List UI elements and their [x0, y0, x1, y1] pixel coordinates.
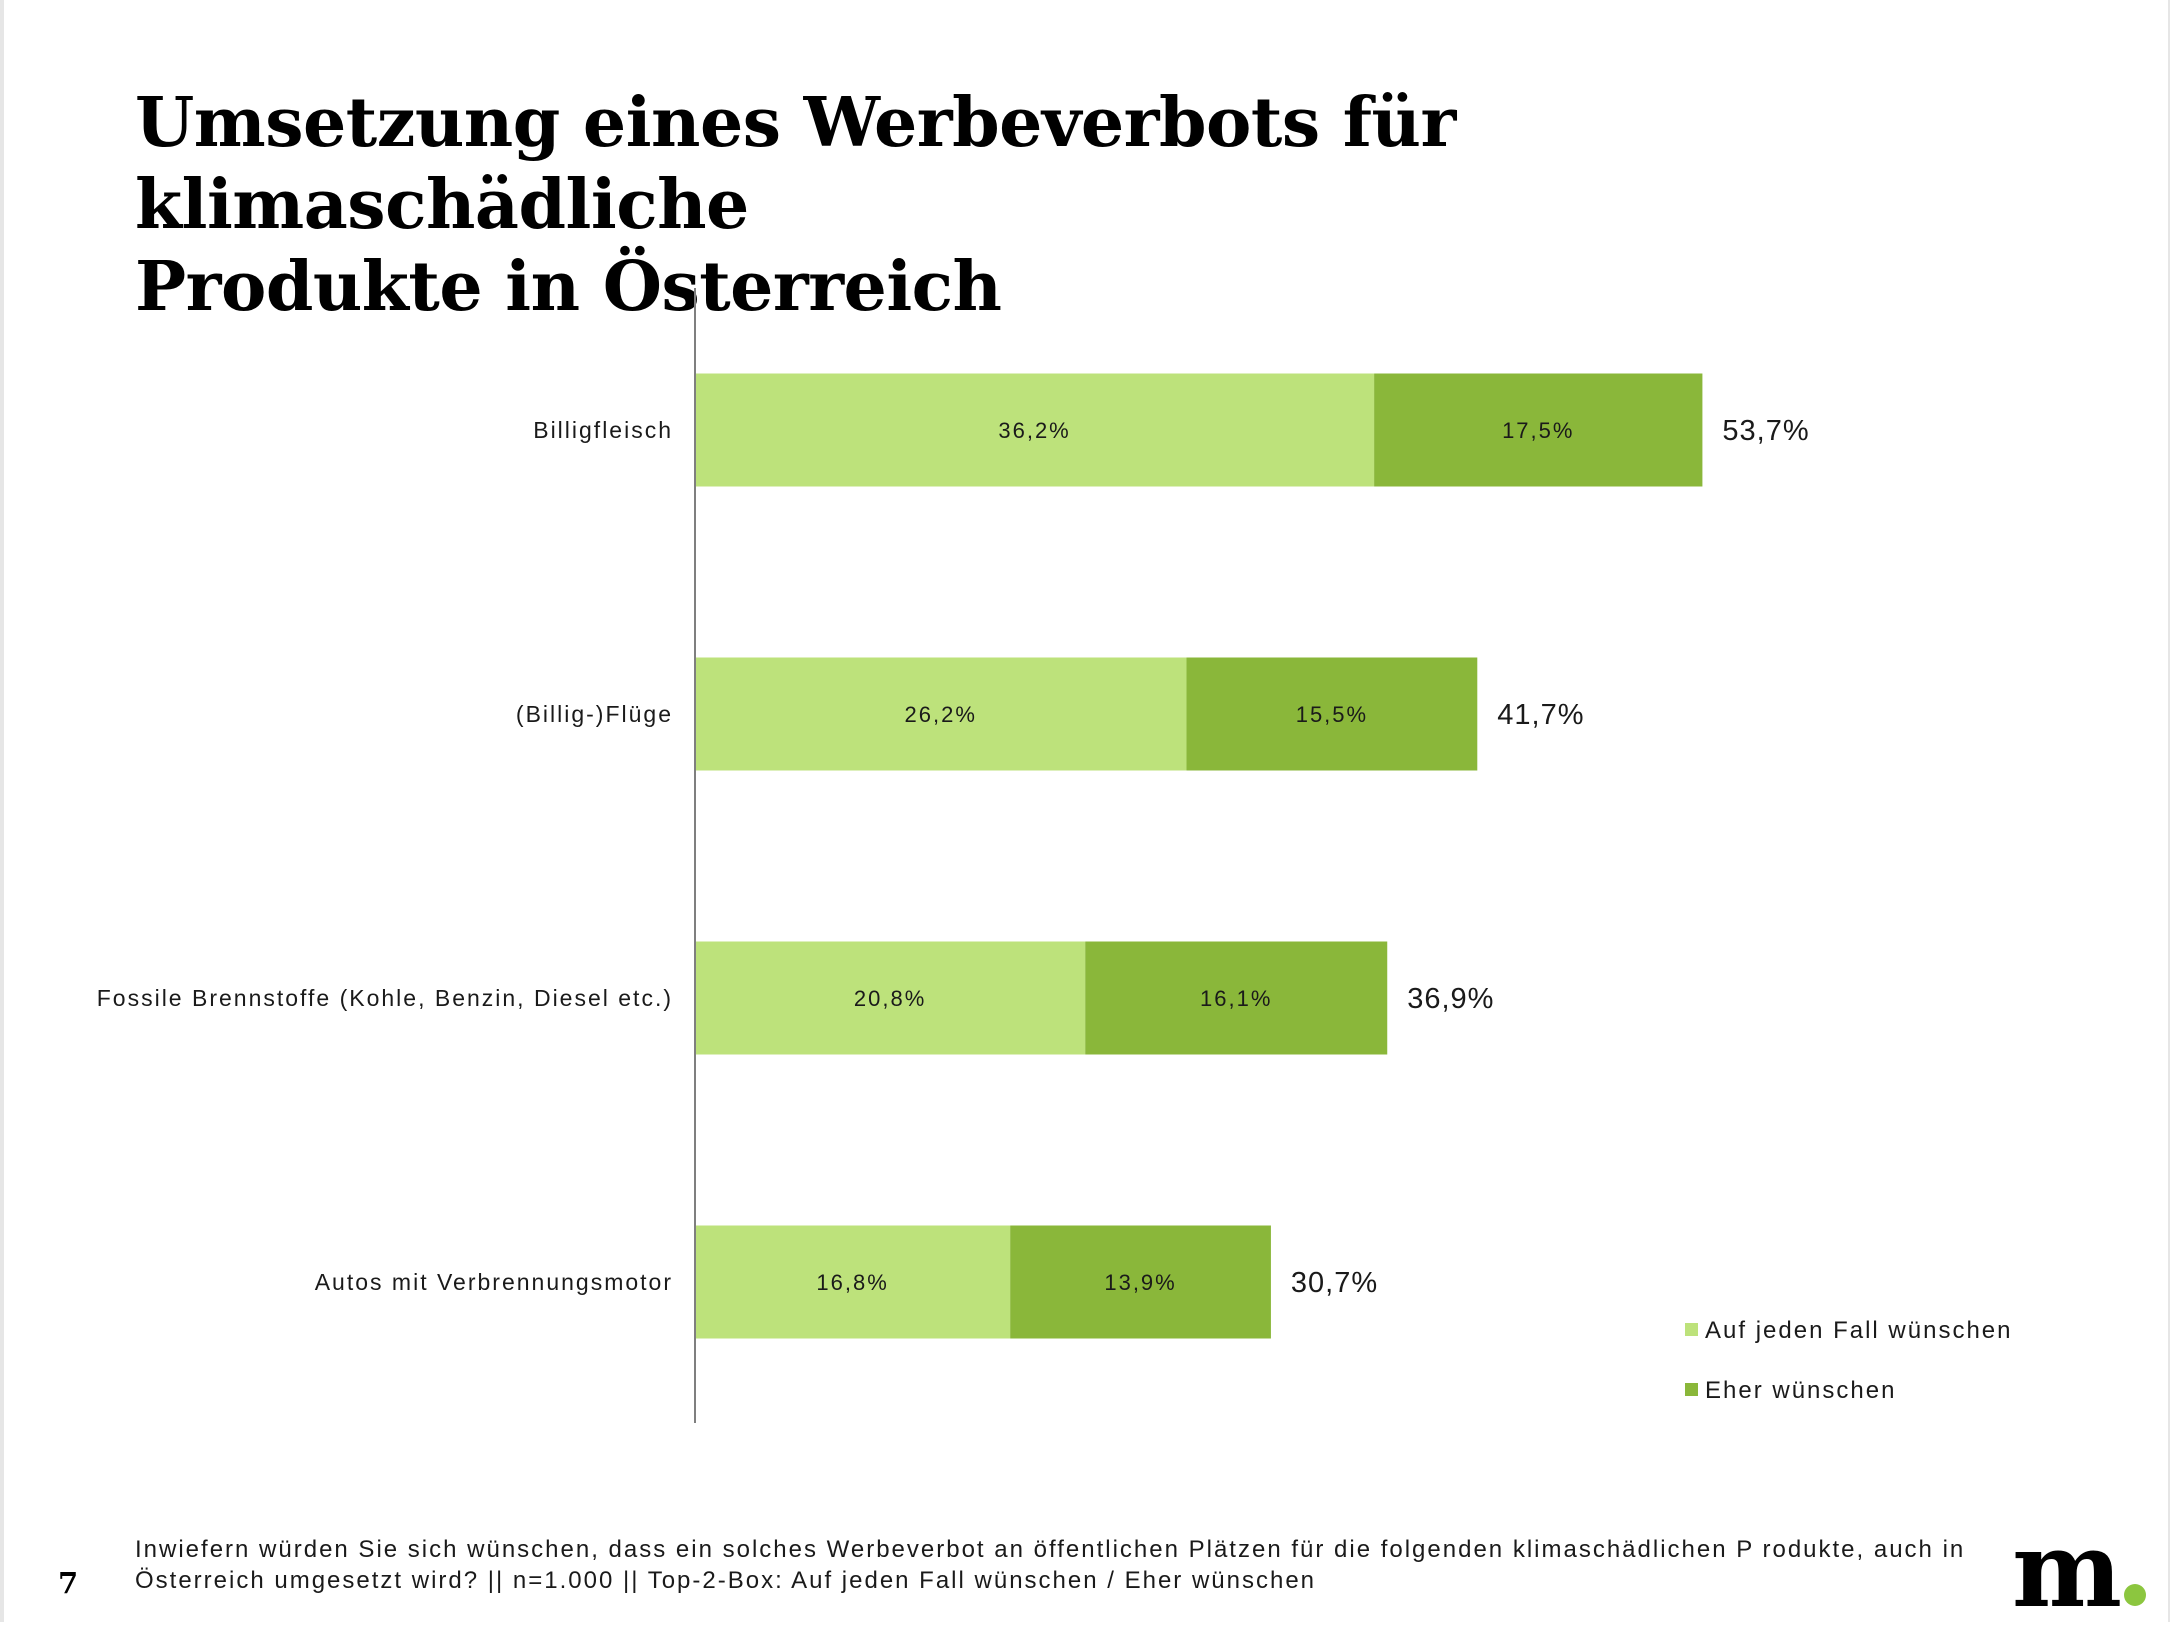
total-label-fossile-brennstoffe-kohle-benzin-diesel-etc: 36,9% [1407, 983, 1494, 1015]
logo-letter: m [2012, 1508, 2122, 1631]
question-footnote: Inwiefern würden Sie sich wünschen, dass… [135, 1534, 1966, 1596]
legend-label-eher-w-nschen: Eher wünschen [1705, 1377, 1896, 1404]
data-label-fossile-brennstoffe-kohle-benzin-diesel-etc-eher-w-nschen: 16,1% [1200, 986, 1272, 1011]
bar-autos-mit-verbrennungsmotor-auf-jeden-fall-w-nschen [695, 1225, 1011, 1339]
data-label-billig-fl-ge-eher-w-nschen: 15,5% [1296, 702, 1368, 727]
bar-fossile-brennstoffe-kohle-benzin-diesel-etc-auf-jeden-fall-w-nschen [695, 941, 1086, 1055]
title-line-1: Umsetzung eines Werbeverbots für klimasc… [135, 83, 1456, 245]
bar-billigfleisch-eher-w-nschen [1374, 373, 1703, 487]
chart-legend: Auf jeden Fall wünschen Eher wünschen [1685, 1317, 2013, 1404]
bars-layer [695, 373, 1703, 1339]
page-title: Umsetzung eines Werbeverbots für klimasc… [135, 82, 2035, 328]
total-label-billig-fl-ge: 41,7% [1497, 699, 1584, 731]
bar-billig-fl-ge-eher-w-nschen [1186, 657, 1478, 771]
labels-layer: Billigfleisch 36,2% 17,5% 53,7% (Billig-)Flü… [97, 415, 1809, 1299]
data-label-billigfleisch-eher-w-nschen: 17,5% [1502, 418, 1574, 443]
legend-swatch-eher-w-nschen [1685, 1383, 1698, 1396]
legend-label-auf-jeden-fall-w-nschen: Auf jeden Fall wünschen [1705, 1317, 2013, 1344]
footnote-line-2: Österreich umgesetzt wird? || n=1.000 ||… [135, 1567, 1317, 1594]
title-line-2: Produkte in Österreich [135, 247, 1002, 327]
data-label-billigfleisch-auf-jeden-fall-w-nschen: 36,2% [998, 418, 1070, 443]
data-label-fossile-brennstoffe-kohle-benzin-diesel-etc-auf-jeden-fall-w-nschen: 20,8% [854, 986, 926, 1011]
page-number: 7 [58, 1566, 79, 1600]
bar-billig-fl-ge-auf-jeden-fall-w-nschen [695, 657, 1187, 771]
data-label-billig-fl-ge-auf-jeden-fall-w-nschen: 26,2% [905, 702, 977, 727]
legend-swatch-auf-jeden-fall-w-nschen [1685, 1323, 1698, 1336]
bar-autos-mit-verbrennungsmotor-eher-w-nschen [1010, 1225, 1271, 1339]
slide-right-border [2168, 0, 2170, 1622]
footnote-line-1: Inwiefern würden Sie sich wünschen, dass… [135, 1536, 1966, 1563]
total-label-billigfleisch: 53,7% [1722, 415, 1809, 447]
total-label-autos-mit-verbrennungsmotor: 30,7% [1291, 1267, 1378, 1299]
slide-left-border [0, 0, 4, 1622]
category-label-billig-fl-ge: (Billig-)Flüge [516, 701, 673, 727]
category-label-billigfleisch: Billigfleisch [533, 417, 673, 443]
bar-billigfleisch-auf-jeden-fall-w-nschen [695, 373, 1375, 487]
bar-fossile-brennstoffe-kohle-benzin-diesel-etc-eher-w-nschen [1085, 941, 1388, 1055]
data-label-autos-mit-verbrennungsmotor-auf-jeden-fall-w-nschen: 16,8% [816, 1270, 888, 1295]
brand-logo: m [2012, 1518, 2147, 1622]
category-label-fossile-brennstoffe-kohle-benzin-diesel-etc: Fossile Brennstoffe (Kohle, Benzin, Dies… [97, 985, 673, 1011]
category-label-autos-mit-verbrennungsmotor: Autos mit Verbrennungsmotor [315, 1269, 673, 1295]
data-label-autos-mit-verbrennungsmotor-eher-w-nschen: 13,9% [1104, 1270, 1176, 1295]
logo-dot [2124, 1584, 2147, 1606]
